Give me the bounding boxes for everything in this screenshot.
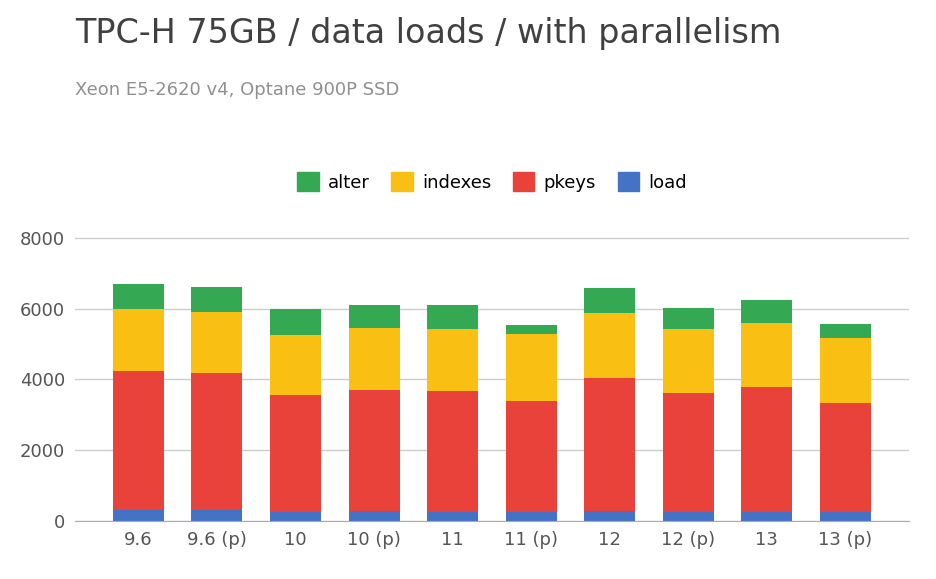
Bar: [348, 328, 399, 390]
Bar: [662, 329, 713, 393]
Bar: [662, 307, 713, 329]
Bar: [191, 510, 242, 521]
Bar: [662, 511, 713, 521]
Bar: [270, 395, 321, 511]
Bar: [270, 511, 321, 521]
Legend: alter, indexes, pkeys, load: alter, indexes, pkeys, load: [289, 165, 694, 199]
Bar: [348, 390, 399, 511]
Bar: [584, 313, 635, 378]
Bar: [740, 301, 792, 324]
Bar: [191, 312, 242, 373]
Text: Xeon E5-2620 v4, Optane 900P SSD: Xeon E5-2620 v4, Optane 900P SSD: [75, 81, 399, 99]
Bar: [427, 305, 477, 329]
Bar: [427, 329, 477, 391]
Bar: [112, 511, 164, 521]
Bar: [740, 512, 792, 521]
Bar: [191, 373, 242, 510]
Bar: [348, 511, 399, 521]
Bar: [427, 391, 477, 511]
Bar: [819, 512, 870, 521]
Bar: [505, 401, 556, 511]
Bar: [584, 378, 635, 511]
Bar: [584, 511, 635, 521]
Bar: [819, 324, 870, 338]
Bar: [505, 511, 556, 521]
Bar: [112, 371, 164, 511]
Text: TPC-H 75GB / data loads / with parallelism: TPC-H 75GB / data loads / with paralleli…: [75, 17, 781, 50]
Bar: [427, 511, 477, 521]
Bar: [584, 288, 635, 313]
Bar: [112, 284, 164, 309]
Bar: [740, 324, 792, 387]
Bar: [505, 325, 556, 334]
Bar: [112, 309, 164, 371]
Bar: [270, 309, 321, 335]
Bar: [348, 305, 399, 328]
Bar: [819, 403, 870, 512]
Bar: [270, 335, 321, 395]
Bar: [662, 393, 713, 511]
Bar: [740, 387, 792, 512]
Bar: [505, 334, 556, 401]
Bar: [819, 338, 870, 403]
Bar: [191, 287, 242, 312]
